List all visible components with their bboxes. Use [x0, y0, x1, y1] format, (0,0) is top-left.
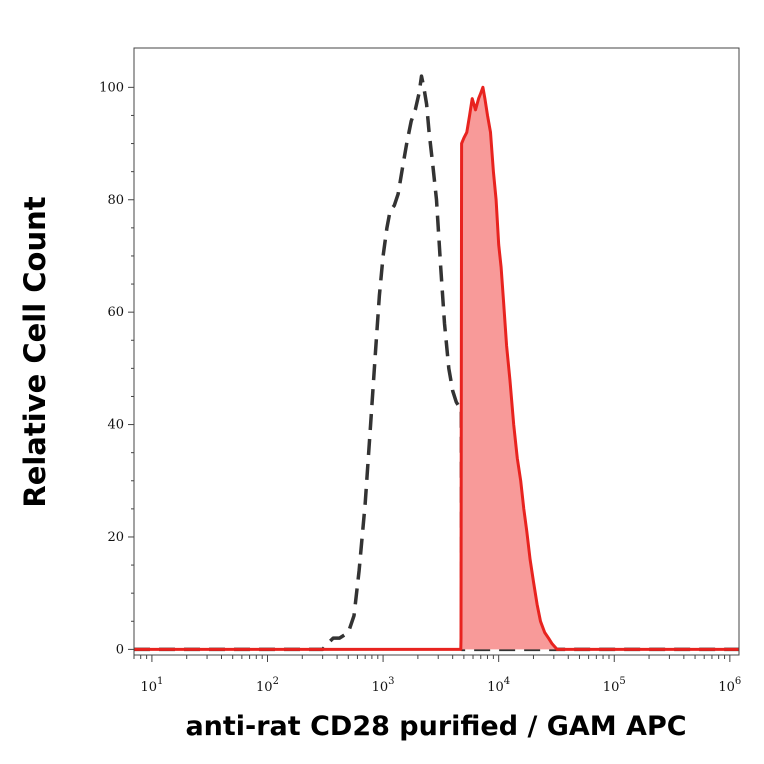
- x-tick-label: 104: [487, 676, 510, 695]
- x-axis: 101 102 103 104 105 106: [133, 655, 741, 695]
- x-tick-label: 101: [140, 676, 163, 695]
- series-2-area: [134, 87, 739, 650]
- series-2-line: [134, 85, 739, 651]
- x-axis-title: anti-rat CD28 purified / GAM APC: [185, 711, 686, 742]
- y-tick-label: 60: [107, 305, 124, 320]
- series-layer: [134, 74, 739, 652]
- y-tick-label: 100: [99, 80, 124, 95]
- y-tick-label: 40: [107, 418, 124, 433]
- x-tick-label: 102: [256, 676, 279, 695]
- y-axis-title: Relative Cell Count: [18, 196, 52, 507]
- plot-frame: [133, 47, 740, 656]
- y-tick-label: 80: [107, 193, 124, 208]
- x-tick-label: 106: [718, 676, 741, 695]
- x-tick-label: 103: [372, 676, 395, 695]
- y-tick-label: 20: [107, 530, 124, 545]
- x-tick-label: 105: [603, 676, 626, 695]
- y-axis: 0 20 40 60 80 100: [99, 80, 134, 657]
- y-tick-label: 0: [116, 642, 124, 657]
- series-1-line: [134, 74, 739, 652]
